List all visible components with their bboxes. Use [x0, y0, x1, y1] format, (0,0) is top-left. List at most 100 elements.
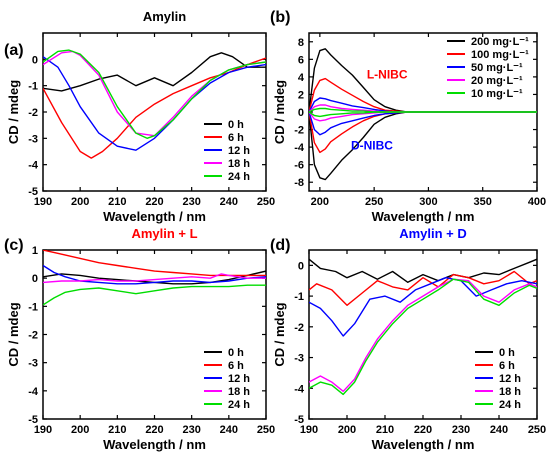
legend-label: 12 h [228, 373, 250, 385]
series-line [309, 111, 537, 181]
panel-label: (b) [270, 9, 290, 26]
panel-a: 190 200 210 220 230 240 250 -5 -4 -3 -2 -1 0 Waveleng… [4, 9, 275, 224]
y-tick-label: -3 [28, 133, 38, 145]
panel-label: (d) [270, 237, 290, 254]
annotation: L-NIBC [367, 68, 408, 82]
series-line [43, 273, 266, 284]
series-line [309, 111, 537, 118]
x-axis-label: Wavelength / nm [372, 209, 475, 224]
y-tick-label: 4 [298, 72, 305, 84]
legend-label: 24 h [499, 399, 521, 411]
series-group [309, 48, 537, 181]
legend-label: 24 h [228, 171, 250, 183]
series-line [43, 57, 266, 159]
legend-label: 10 mg·L⁻¹ [471, 88, 523, 100]
panel-label: (c) [4, 237, 24, 254]
y-tick-label: -5 [28, 186, 38, 198]
annotation: D-NIBC [351, 139, 393, 153]
x-tick-label: 400 [528, 196, 546, 208]
series-line [309, 278, 537, 392]
x-axis-label: Wavelength / nm [103, 209, 206, 224]
legend-label: 18 h [228, 386, 250, 398]
panel-title: Amylin + D [399, 226, 467, 241]
legend-label: 24 h [228, 399, 250, 411]
legend: 0 h6 h12 h18 h24 h [204, 119, 250, 183]
x-tick-label: 230 [182, 196, 200, 208]
y-tick-label: -2 [294, 125, 304, 137]
panel-b: 200 250 300 350 400 -8 -6 -4 -2 0 2 4 6 8 Wavelength /… [270, 9, 546, 224]
y-tick-label: 1 [32, 245, 38, 257]
y-tick-label: 6 [298, 54, 304, 66]
x-tick-label: 210 [376, 424, 394, 436]
y-tick-label: -3 [28, 358, 38, 370]
x-tick-label: 220 [414, 424, 432, 436]
y-axis-label: CD / mdeg [272, 302, 287, 366]
x-tick-label: 200 [311, 196, 329, 208]
legend-label: 18 h [228, 158, 250, 170]
x-tick-label: 300 [419, 196, 437, 208]
legend: 0 h6 h12 h18 h24 h [475, 347, 521, 411]
y-tick-label: -2 [28, 330, 38, 342]
panel-d: 190 200 210 220 230 240 250 -5 -4 -3 -2 -1 0 Waveleng… [270, 226, 546, 452]
x-axis-label: Wavelength / nm [103, 437, 206, 452]
x-tick-label: 210 [108, 424, 126, 436]
x-tick-label: 190 [300, 424, 318, 436]
y-tick-label: -1 [28, 81, 38, 93]
y-tick-label: 0 [298, 107, 304, 119]
x-tick-label: 350 [474, 196, 492, 208]
y-tick-label: 8 [298, 37, 304, 49]
x-tick-label: 230 [452, 424, 470, 436]
series-line [43, 52, 266, 92]
x-tick-label: 240 [220, 196, 238, 208]
x-tick-label: 200 [71, 196, 89, 208]
series-line [43, 49, 266, 139]
series-line [309, 258, 537, 283]
y-tick-label: -4 [28, 160, 39, 172]
y-tick-label: -6 [294, 160, 304, 172]
x-tick-label: 240 [220, 424, 238, 436]
y-tick-label: -5 [294, 414, 304, 426]
y-tick-label: 0 [298, 260, 304, 272]
series-group [43, 49, 266, 159]
series-line [309, 278, 537, 396]
series-group [43, 250, 266, 306]
legend-label: 0 h [228, 119, 244, 131]
legend-label: 50 mg·L⁻¹ [471, 62, 523, 74]
legend-label: 0 h [499, 347, 515, 359]
y-tick-label: -4 [28, 386, 39, 398]
panel-title: Amylin [143, 9, 186, 24]
y-tick-label: -4 [294, 383, 305, 395]
legend-label: 0 h [228, 347, 244, 359]
x-tick-label: 200 [338, 424, 356, 436]
legend: 0 h6 h12 h18 h24 h [204, 347, 250, 411]
x-tick-label: 250 [365, 196, 383, 208]
series-line [309, 111, 537, 136]
x-tick-label: 240 [490, 424, 508, 436]
y-tick-label: -2 [28, 107, 38, 119]
x-tick-label: 220 [145, 424, 163, 436]
y-tick-label: -4 [294, 142, 305, 154]
series-line [43, 284, 266, 306]
x-tick-label: 250 [257, 424, 275, 436]
y-tick-label: 0 [32, 273, 38, 285]
panel-title: Amylin + L [131, 226, 197, 241]
x-tick-label: 250 [257, 196, 275, 208]
x-tick-label: 220 [145, 196, 163, 208]
series-line [309, 277, 537, 337]
y-tick-label: -5 [28, 414, 38, 426]
y-axis-label: CD / mdeg [6, 302, 21, 366]
y-axis-label: CD / mdeg [6, 80, 21, 144]
panel-c: 190 200 210 220 230 240 250 -5 -4 -3 -2 -1 0 1 Wavelen… [4, 226, 275, 452]
legend-label: 18 h [499, 386, 521, 398]
legend-label: 12 h [228, 145, 250, 157]
y-tick-label: -1 [294, 291, 304, 303]
series-line [43, 264, 266, 285]
legend-label: 6 h [228, 360, 244, 372]
series-line [309, 270, 537, 306]
series-line [43, 56, 266, 151]
x-tick-label: 190 [34, 424, 52, 436]
y-tick-label: 0 [32, 54, 38, 66]
y-tick-label: -2 [294, 322, 304, 334]
